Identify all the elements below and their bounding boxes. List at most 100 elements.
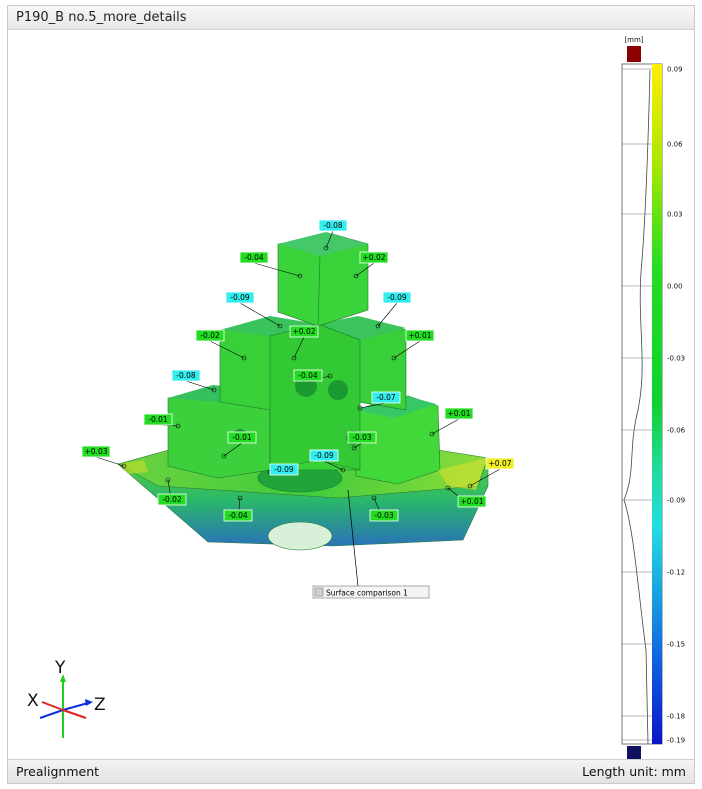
colorbar-tick-label: -0.15 xyxy=(667,641,685,649)
colorbar-max-swatch xyxy=(627,46,641,62)
deviation-value: +0.02 xyxy=(363,253,386,262)
surface-comparison-label: Surface comparison 1 xyxy=(326,589,408,598)
deviation-label[interactable]: -0.04 xyxy=(223,495,253,522)
deviation-value: -0.09 xyxy=(387,293,407,302)
deviation-point-marker xyxy=(391,355,397,361)
deviation-value: +0.01 xyxy=(461,497,484,506)
deviation-point-marker xyxy=(327,373,333,379)
colorbar-tick-label: 0.03 xyxy=(667,211,683,219)
deviation-label-box xyxy=(239,251,269,264)
deviation-leader-line xyxy=(253,262,301,277)
deviation-label-box xyxy=(347,431,377,444)
deviation-point-marker xyxy=(371,495,377,501)
deviation-point-marker xyxy=(445,485,451,491)
deviation-label-box xyxy=(223,509,253,522)
deviation-point-marker xyxy=(165,477,171,483)
deviation-label[interactable]: -0.03 xyxy=(369,495,399,522)
deviation-point-marker xyxy=(353,273,359,279)
colorbar-tick-label: -0.03 xyxy=(667,355,685,363)
deviation-label[interactable]: -0.02 xyxy=(195,329,247,361)
deviation-point-marker xyxy=(121,463,127,469)
3d-viewport[interactable]: -0.08 -0.04 +0.02 -0.09 -0.09 -0.02 +0.02 +0.01… xyxy=(8,30,694,760)
deviation-label[interactable]: +0.07 xyxy=(467,457,515,489)
colorbar-tick-label: -0.12 xyxy=(667,569,685,577)
surface-comparison-tag[interactable]: Surface comparison 1 xyxy=(312,489,430,599)
deviation-point-marker xyxy=(175,423,181,429)
deviation-leader-line xyxy=(209,340,245,359)
axis-y-label: Y xyxy=(54,658,66,678)
viewport-canvas[interactable]: -0.08 -0.04 +0.02 -0.09 -0.09 -0.02 +0.02 +0.01… xyxy=(8,30,694,760)
deviation-label[interactable]: -0.09 xyxy=(225,291,283,329)
deviation-label[interactable]: -0.08 xyxy=(318,219,348,251)
window-title-text: P190_B no.5_more_details xyxy=(16,10,187,25)
deviation-label[interactable]: +0.03 xyxy=(81,445,127,469)
status-bar: Prealignment Length unit: mm xyxy=(8,759,694,783)
deviation-label[interactable]: +0.02 xyxy=(353,251,389,279)
deviation-label-box xyxy=(81,445,111,458)
deviation-point-marker xyxy=(351,445,357,451)
deviation-label[interactable]: -0.02 xyxy=(157,477,187,506)
deviation-value: -0.04 xyxy=(228,511,248,520)
deviation-value: -0.07 xyxy=(376,393,396,402)
deviation-leader-line xyxy=(95,456,125,467)
deviation-point-marker xyxy=(211,387,217,393)
colorbar-histogram xyxy=(623,69,651,745)
deviation-leader-line xyxy=(359,402,387,409)
deviation-leader-line xyxy=(239,302,281,327)
colorbar-tick-label: 0.00 xyxy=(667,283,683,291)
colorbar-tick-label: 0.09 xyxy=(667,66,683,74)
status-mode: Prealignment xyxy=(16,764,100,779)
axis-triad: Y X Z xyxy=(27,658,106,738)
deviation-leader-line xyxy=(325,230,334,249)
deviation-label[interactable]: -0.04 xyxy=(293,369,333,382)
colorbar-min-swatch xyxy=(627,746,641,760)
deviation-value: +0.01 xyxy=(409,331,432,340)
deviation-point-marker xyxy=(323,245,329,251)
deviation-value: +0.03 xyxy=(85,447,108,456)
deviation-label-box xyxy=(371,391,401,404)
deviation-point-marker xyxy=(221,453,227,459)
deviation-label[interactable]: -0.08 xyxy=(171,369,217,393)
deviation-label-box xyxy=(359,251,389,264)
deviation-label-box xyxy=(195,329,225,342)
deviation-label[interactable]: -0.04 xyxy=(239,251,303,279)
deviation-point-marker xyxy=(357,405,363,411)
deviation-label[interactable]: -0.09 xyxy=(309,449,346,473)
deviation-value: -0.04 xyxy=(298,371,318,380)
deviation-leader-line xyxy=(223,442,243,457)
deviation-point-marker xyxy=(291,355,297,361)
deviation-value: -0.04 xyxy=(244,253,264,262)
colorbar-gradient xyxy=(652,64,662,744)
deviation-point-marker xyxy=(467,483,473,489)
deviation-label[interactable]: +0.02 xyxy=(289,325,319,361)
colorbar-tick-label: 0.06 xyxy=(667,141,683,149)
status-unit: Length unit: mm xyxy=(582,764,686,779)
deviation-label[interactable]: -0.09 xyxy=(267,463,299,476)
deviation-label[interactable]: -0.01 xyxy=(221,431,257,459)
scanned-part-model xyxy=(117,232,489,551)
deviation-leader-line xyxy=(185,380,215,391)
deviation-label[interactable]: -0.01 xyxy=(143,413,181,429)
deviation-value: -0.08 xyxy=(323,221,343,230)
deviation-leader-line xyxy=(393,340,421,359)
deviation-value: -0.02 xyxy=(200,331,220,340)
deviation-point-marker xyxy=(277,323,283,329)
deviation-label-box xyxy=(269,463,299,476)
deviation-label-box xyxy=(143,413,173,426)
deviation-leader-line xyxy=(431,418,460,435)
deviation-value: +0.07 xyxy=(489,459,512,468)
deviation-label[interactable]: -0.07 xyxy=(357,391,401,411)
deviation-label[interactable]: -0.09 xyxy=(375,291,412,329)
deviation-label[interactable]: -0.03 xyxy=(347,431,377,451)
deviation-label[interactable]: +0.01 xyxy=(391,329,435,361)
colorbar-tick-label: -0.09 xyxy=(667,497,685,505)
deviation-point-marker xyxy=(241,355,247,361)
deviation-label-box xyxy=(485,457,515,470)
deviation-value: +0.02 xyxy=(293,327,316,336)
deviation-label-box xyxy=(227,431,257,444)
deviation-label[interactable]: +0.01 xyxy=(445,485,487,508)
colorbar-tick-label: -0.18 xyxy=(667,713,685,721)
deviation-value: -0.09 xyxy=(230,293,250,302)
deviation-label[interactable]: +0.01 xyxy=(429,407,474,437)
deviation-leader-line xyxy=(469,468,501,487)
